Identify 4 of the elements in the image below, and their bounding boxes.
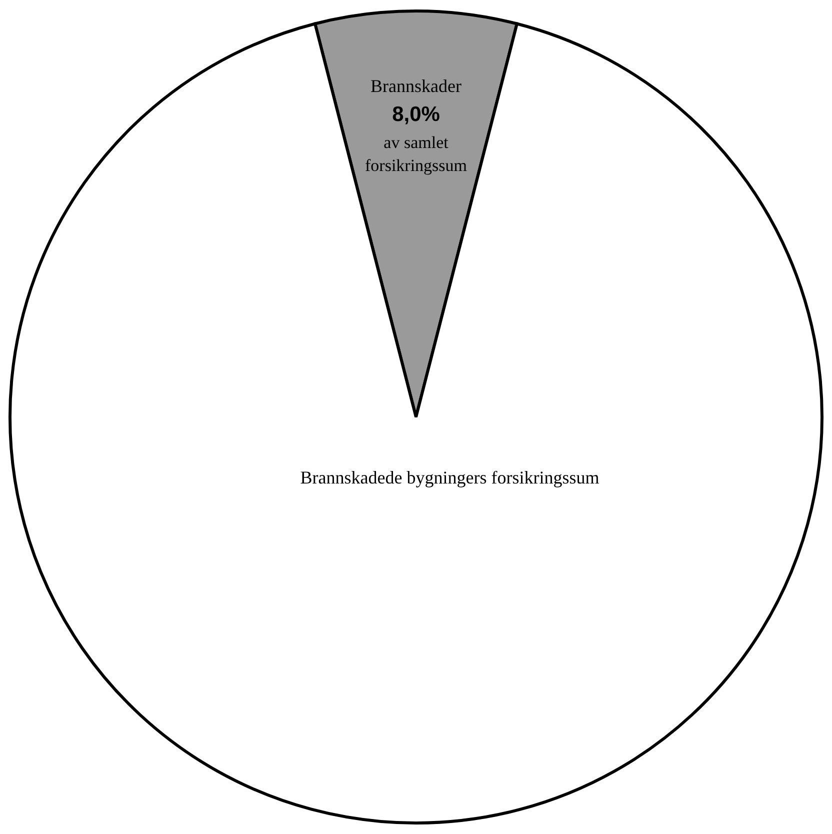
data-label: 8,0% [392, 103, 440, 126]
slice-label: Brannskader [370, 76, 462, 96]
text: av samlet forsikringssum [365, 133, 467, 175]
slice-label: Brannskadede bygningers forsikringssum [300, 467, 600, 488]
